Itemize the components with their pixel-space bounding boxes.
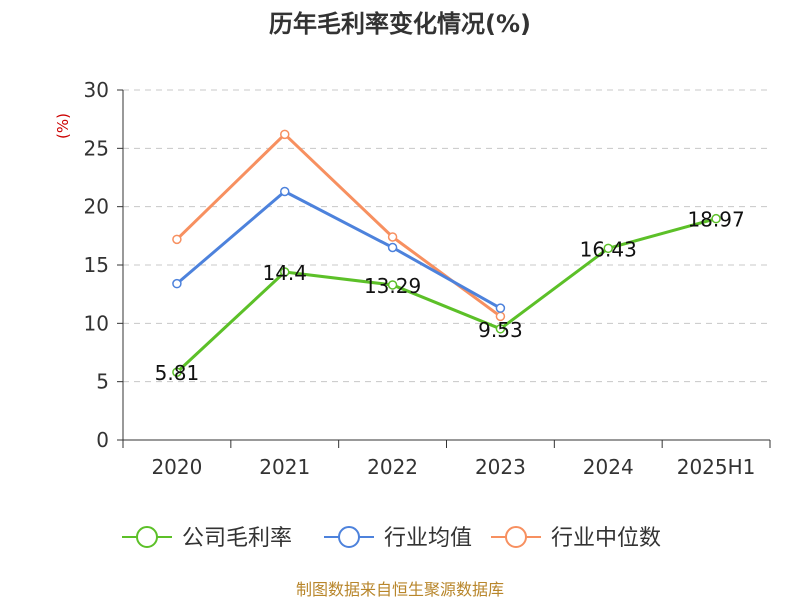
- data-point: [387, 232, 398, 242]
- source-note: 制图数据来自恒生聚源数据库: [296, 580, 504, 599]
- legend-marker: [136, 526, 158, 548]
- data-point: [280, 186, 290, 197]
- y-tick-label: 10: [84, 311, 109, 335]
- data-point: [172, 367, 182, 377]
- data-point: [603, 243, 613, 254]
- y-tick-label: 30: [84, 78, 109, 102]
- legend-marker: [338, 526, 360, 548]
- legend-label[interactable]: 公司毛利率: [182, 526, 292, 551]
- data-point: [387, 242, 398, 253]
- data-labels: 5.81 14.4 13.29 9.53 16.43 18.97: [155, 208, 745, 386]
- legend-label[interactable]: 行业中位数: [551, 526, 661, 551]
- x-tick-label: 2020: [151, 455, 202, 479]
- data-point: [711, 213, 721, 224]
- data-point: [172, 234, 182, 245]
- data-label: 5.81: [155, 361, 200, 385]
- legend-label[interactable]: 行业均值: [384, 526, 472, 551]
- series-lines: [172, 129, 721, 377]
- legend-marker: [505, 526, 527, 548]
- x-tick-label: 2022: [367, 455, 418, 479]
- series-line-1: [175, 190, 502, 310]
- data-label: 18.97: [687, 208, 744, 232]
- data-label: 16.43: [580, 237, 637, 261]
- grid-lines: [123, 89, 770, 383]
- data-label: 14.4: [262, 261, 307, 285]
- series-line-2: [175, 132, 502, 318]
- data-point: [495, 303, 506, 313]
- x-tick-label: 2025H1: [677, 455, 756, 479]
- y-tick-label: 0: [96, 428, 109, 452]
- x-tick-label: 2021: [259, 455, 310, 479]
- data-point: [280, 267, 290, 277]
- data-label: 13.29: [364, 274, 421, 298]
- data-point: [387, 280, 398, 290]
- data-point: [172, 278, 182, 289]
- chart-title: 历年毛利率变化情况(%): [269, 10, 531, 38]
- x-tick-label: 2023: [475, 455, 526, 479]
- y-tick-label: 5: [96, 370, 109, 394]
- legend: 公司毛利率 行业均值 行业中位数: [122, 526, 661, 551]
- axes: 0 5 10 15 20 25 30 2020 2021 2022 2023 2024 2025H1: [84, 78, 771, 479]
- data-label: 9.53: [478, 318, 523, 342]
- data-point: [495, 324, 506, 334]
- series-line-0: [175, 217, 717, 374]
- y-tick-label: 15: [84, 253, 109, 277]
- x-tick-label: 2024: [583, 455, 634, 479]
- y-axis-label: (%): [54, 113, 72, 139]
- y-tick-label: 20: [84, 195, 109, 219]
- data-point: [280, 129, 290, 140]
- y-tick-label: 25: [84, 136, 109, 160]
